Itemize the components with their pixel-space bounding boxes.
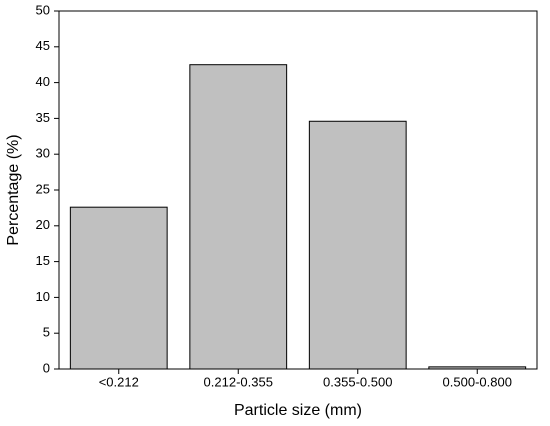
y-tick-label: 0 (43, 360, 50, 375)
x-tick-label: 0.500-0.800 (443, 374, 512, 389)
y-axis-title: Percentage (%) (5, 134, 22, 245)
x-tick-label: 0.212-0.355 (204, 374, 273, 389)
x-tick-label: <0.212 (99, 374, 139, 389)
y-tick-label: 45 (36, 38, 50, 53)
bar (428, 366, 527, 370)
x-axis-title: Particle size (mm) (234, 402, 362, 419)
y-tick-label: 5 (43, 325, 50, 340)
bar (189, 64, 288, 370)
y-tick-label: 25 (36, 181, 50, 196)
y-tick-label: 50 (36, 2, 50, 17)
y-tick-label: 40 (36, 74, 50, 89)
bar (308, 120, 407, 370)
y-tick-label: 20 (36, 217, 50, 232)
x-tick-label: 0.355-0.500 (323, 374, 392, 389)
y-tick-label: 30 (36, 146, 50, 161)
bar (69, 206, 168, 370)
y-tick-label: 10 (36, 289, 50, 304)
y-tick-label: 35 (36, 110, 50, 125)
y-tick-label: 15 (36, 253, 50, 268)
